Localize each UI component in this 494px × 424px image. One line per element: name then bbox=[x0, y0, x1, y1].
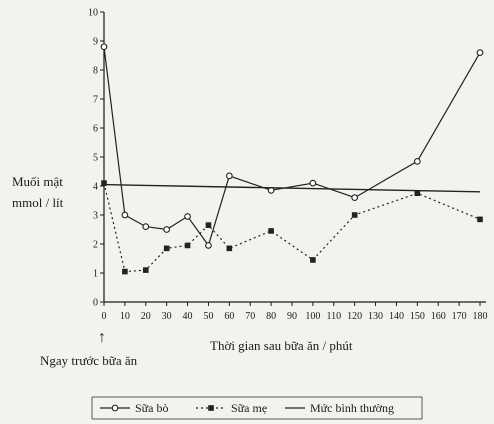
x-axis-title: Thời gian sau bữa ăn / phút bbox=[210, 338, 353, 353]
series-line bbox=[103, 46, 481, 247]
data-point bbox=[309, 179, 317, 187]
x-annotation-arrow: ↑ bbox=[98, 329, 106, 346]
x-tick-label: 0 bbox=[102, 311, 107, 322]
x-tick-label: 110 bbox=[326, 311, 341, 322]
data-point bbox=[477, 216, 483, 223]
y-tick-label: 1 bbox=[93, 269, 98, 280]
x-tick-label: 70 bbox=[245, 311, 255, 322]
x-tick-label: 20 bbox=[141, 311, 151, 322]
legend-label: Sữa mẹ bbox=[231, 401, 267, 415]
x-tick-label: 170 bbox=[452, 311, 467, 322]
y-tick-label: 2 bbox=[93, 240, 98, 251]
data-point bbox=[310, 257, 316, 263]
data-point bbox=[101, 180, 107, 186]
x-tick-label: 120 bbox=[347, 311, 362, 322]
y-tick-label: 0 bbox=[93, 298, 98, 309]
data-point bbox=[413, 158, 421, 165]
legend-item: Mức bình thường bbox=[285, 401, 394, 415]
data-point bbox=[351, 212, 358, 218]
x-tick-label: 60 bbox=[224, 311, 234, 322]
data-point bbox=[184, 242, 191, 249]
x-tick-label: 80 bbox=[266, 311, 276, 322]
data-point bbox=[121, 211, 129, 219]
series-0 bbox=[100, 43, 484, 249]
legend: Sữa bò Sữa mẹ Mức bình thường bbox=[91, 396, 423, 420]
x-tick-label: 30 bbox=[162, 311, 172, 322]
data-point bbox=[351, 194, 359, 201]
x-tick-label: 100 bbox=[305, 311, 320, 322]
data-point bbox=[205, 222, 212, 228]
y-axis-title-line1: Muối mật bbox=[12, 174, 63, 189]
data-point bbox=[142, 223, 150, 230]
legend-item: Sữa mẹ bbox=[196, 401, 267, 415]
x-tick-label: 160 bbox=[431, 311, 446, 322]
data-point bbox=[163, 245, 170, 252]
x-annotation: Ngay trước bữa ăn bbox=[40, 353, 138, 368]
x-tick-label: 40 bbox=[183, 311, 193, 322]
x-tick-label: 140 bbox=[389, 311, 404, 322]
x-tick-label: 90 bbox=[287, 311, 297, 322]
data-point bbox=[205, 242, 212, 249]
x-tick-label: 150 bbox=[410, 311, 425, 322]
series-line bbox=[103, 183, 481, 193]
data-point bbox=[268, 228, 274, 234]
x-tick-label: 180 bbox=[473, 311, 488, 322]
x-tick-label: 130 bbox=[368, 311, 383, 322]
legend-swatch-marker bbox=[208, 405, 214, 411]
data-point bbox=[476, 49, 484, 56]
data-point bbox=[184, 213, 191, 220]
x-tick-label: 50 bbox=[203, 311, 213, 322]
y-tick-label: 5 bbox=[93, 153, 98, 164]
y-tick-label: 8 bbox=[93, 66, 98, 77]
series-layer bbox=[100, 43, 484, 275]
x-tick-label: 10 bbox=[120, 311, 130, 322]
legend-swatch-marker bbox=[111, 404, 119, 412]
data-point bbox=[226, 245, 233, 252]
x-ticks: 0 10 20 30 40 50 60 70 80 90 100 110 120 130 140 150 160… bbox=[102, 302, 488, 322]
y-ticks: 0 1 2 3 4 5 6 7 8 9 10 bbox=[88, 8, 104, 309]
y-tick-label: 3 bbox=[93, 211, 98, 222]
data-point bbox=[100, 43, 108, 51]
data-point bbox=[225, 172, 233, 180]
data-point bbox=[122, 268, 128, 275]
series-line bbox=[103, 182, 481, 273]
legend-label: Sữa bò bbox=[135, 401, 169, 415]
series-2 bbox=[103, 183, 481, 193]
series-1 bbox=[101, 180, 483, 275]
y-tick-label: 10 bbox=[88, 8, 98, 19]
data-point bbox=[142, 267, 149, 273]
legend-label: Mức bình thường bbox=[310, 401, 394, 415]
y-tick-label: 9 bbox=[93, 37, 98, 48]
y-axis-title-line2: mmol / lít bbox=[12, 195, 64, 210]
y-tick-label: 7 bbox=[93, 95, 98, 106]
data-point bbox=[163, 226, 171, 233]
y-tick-label: 6 bbox=[93, 124, 98, 135]
legend-item: Sữa bò bbox=[100, 401, 169, 415]
y-tick-label: 4 bbox=[93, 182, 98, 193]
data-point bbox=[414, 190, 421, 197]
